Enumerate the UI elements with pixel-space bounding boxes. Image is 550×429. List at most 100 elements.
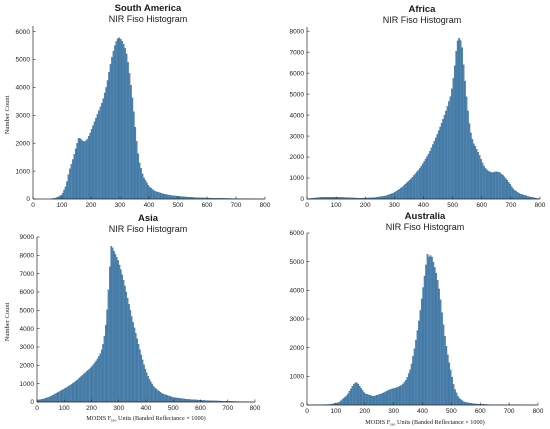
histogram-bar xyxy=(461,47,463,200)
histogram-bar xyxy=(162,393,164,403)
y-tick-label: 4000 xyxy=(20,326,35,333)
histogram-bar xyxy=(172,195,174,200)
histogram-bar xyxy=(475,149,478,200)
y-tick-label: 3000 xyxy=(20,344,35,351)
histogram-bar xyxy=(390,388,393,406)
histogram-bar xyxy=(518,193,520,200)
y-tick-label: 2000 xyxy=(290,154,305,161)
histogram-bar xyxy=(85,371,88,403)
histogram-bar xyxy=(397,386,400,406)
y-axis-label: Number Count xyxy=(4,302,11,341)
x-tick-label: 800 xyxy=(260,202,271,209)
histogram-bar xyxy=(110,246,113,403)
histogram-bar xyxy=(384,195,386,200)
histogram-bar xyxy=(175,397,178,403)
histogram-bar xyxy=(386,390,388,406)
histogram-bar xyxy=(182,398,185,403)
histogram-bar xyxy=(157,192,160,200)
y-tick-label: 0 xyxy=(300,402,304,409)
histogram-bar xyxy=(429,255,432,406)
histogram-bar xyxy=(63,189,66,200)
panel-asia: Asia NIR Fiso Histogram Number Count 0 10… xyxy=(4,213,261,423)
histogram-bar xyxy=(65,387,68,403)
histogram-bar xyxy=(500,173,503,200)
histogram-bar xyxy=(85,140,87,200)
histogram-bar xyxy=(103,335,106,403)
histogram-bar xyxy=(164,194,167,200)
y-tick-label: 6000 xyxy=(16,29,31,36)
histogram-bar xyxy=(98,110,100,200)
histogram-bar xyxy=(106,80,109,200)
histogram-bar xyxy=(371,396,374,406)
histogram-bar xyxy=(128,73,131,200)
histogram-bar xyxy=(387,390,390,406)
x-tick-label: 300 xyxy=(389,202,400,209)
histogram-bar xyxy=(45,397,47,403)
x-tick-label: 400 xyxy=(418,202,429,209)
histogram-bar xyxy=(480,159,482,200)
histogram-bar xyxy=(433,267,436,406)
histogram-bar xyxy=(402,185,405,200)
histogram-bar xyxy=(70,384,73,403)
histogram-bar xyxy=(395,191,398,200)
histogram-bar xyxy=(468,123,471,200)
histogram-bar xyxy=(429,151,431,200)
histogram-bar xyxy=(389,193,392,200)
histogram-bar xyxy=(354,382,357,406)
histogram-bar xyxy=(141,173,144,200)
histogram-bar xyxy=(132,322,134,403)
histogram-bar xyxy=(185,399,187,403)
histogram-bar xyxy=(167,194,170,200)
x-tick-label: 700 xyxy=(222,405,233,412)
histogram-bar xyxy=(43,398,46,403)
histogram-bar xyxy=(66,386,69,403)
histogram-bar xyxy=(186,399,189,403)
histogram-bar xyxy=(419,310,422,406)
histogram-bar xyxy=(169,195,171,200)
histogram-bar xyxy=(423,161,426,200)
x-tick-label: 400 xyxy=(141,405,152,412)
histogram-bar xyxy=(458,398,461,406)
y-tick-label: 9000 xyxy=(20,234,35,241)
histogram-bar xyxy=(399,385,401,406)
histogram-bar xyxy=(139,349,141,403)
histogram-bar xyxy=(465,96,468,200)
histogram-bar xyxy=(113,250,115,403)
histogram-bar xyxy=(80,376,83,403)
histogram-bar xyxy=(484,168,487,200)
histogram-bar xyxy=(400,385,403,406)
histogram-bar xyxy=(69,384,72,403)
histogram-bar xyxy=(134,333,137,403)
x-tick-label: 0 xyxy=(305,202,309,209)
histogram-bar xyxy=(523,195,526,200)
histogram-bar xyxy=(116,38,119,200)
x-tick-label: 600 xyxy=(476,202,487,209)
y-tick-label: 8000 xyxy=(290,28,305,35)
histogram-bar xyxy=(445,110,447,200)
histogram-bar xyxy=(163,193,166,200)
y-tick-label: 5000 xyxy=(290,91,305,98)
histogram-bar xyxy=(103,92,106,200)
histogram-bar xyxy=(119,269,122,403)
histogram-bar xyxy=(455,50,458,200)
histogram-bar xyxy=(90,129,93,200)
histogram-bar xyxy=(87,136,90,200)
histogram-bar xyxy=(151,189,154,200)
histogram-bar xyxy=(156,389,159,403)
histogram-bar xyxy=(519,193,522,200)
histogram-bar xyxy=(99,353,102,403)
histogram-bar xyxy=(410,178,412,200)
histogram-bar xyxy=(520,194,523,200)
histogram-bar xyxy=(108,71,110,200)
histogram-bar xyxy=(462,401,465,406)
histogram-bar xyxy=(94,362,96,403)
histogram-bar xyxy=(70,163,73,200)
histogram-bar xyxy=(422,287,425,406)
histogram-bar xyxy=(403,381,406,406)
histogram-bar xyxy=(153,190,155,200)
histogram-bar xyxy=(496,171,498,200)
histogram-bar xyxy=(350,388,352,406)
histogram-bar xyxy=(353,384,355,406)
histogram-bar xyxy=(427,153,430,200)
